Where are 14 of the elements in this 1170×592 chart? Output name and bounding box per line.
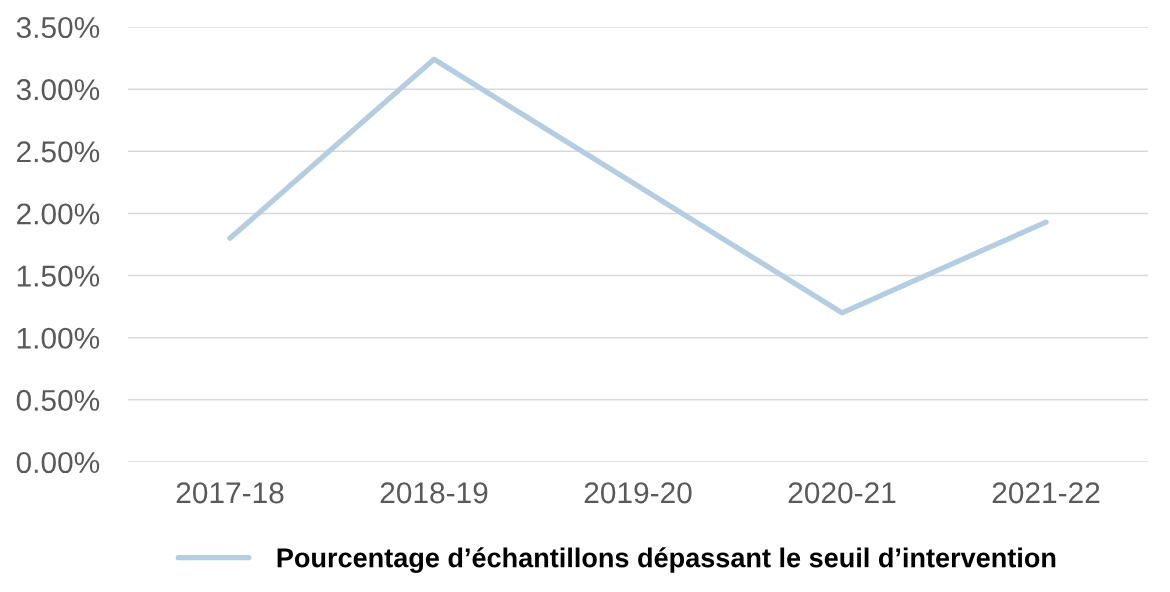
y-tick-label: 3.00% [16, 79, 100, 101]
y-tick-label: 1.00% [17, 327, 100, 349]
legend-label: Pourcentage d’échantillons dépassant le seuil d’intervention [277, 547, 1056, 573]
x-tick-label: 2021-22 [992, 482, 1100, 504]
y-tick-label: 3.50% [16, 16, 100, 39]
x-tick-label: 2020-21 [788, 482, 896, 504]
x-tick-label: 2019-20 [584, 482, 692, 504]
y-tick-label: 2.50% [17, 141, 100, 163]
y-tick-label: 0.00% [16, 451, 100, 474]
x-tick-label: 2018-19 [380, 482, 488, 504]
y-tick-label: 0.50% [16, 389, 100, 411]
y-tick-label: 2.00% [17, 203, 100, 225]
y-tick-label: 1.50% [17, 265, 100, 287]
x-tick-label: 2017-18 [176, 482, 284, 504]
